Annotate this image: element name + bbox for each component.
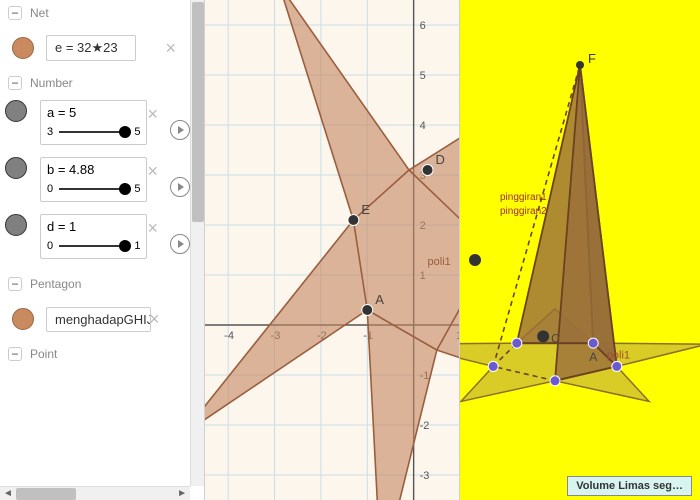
slider-value-box[interactable]: d = 1 0 1 — [40, 214, 147, 259]
arrow-right-icon[interactable]: ► — [177, 488, 187, 499]
color-swatch[interactable] — [5, 100, 27, 122]
close-icon[interactable]: × — [147, 218, 158, 239]
slider-value-box[interactable]: a = 5 3 5 — [40, 100, 147, 145]
collapse-icon: − — [8, 277, 22, 291]
close-icon[interactable]: × — [149, 309, 160, 330]
svg-text:4: 4 — [420, 120, 426, 132]
svg-text:pinggiran1: pinggiran1 — [500, 192, 547, 203]
slider-max: 5 — [134, 183, 140, 195]
color-swatch[interactable] — [12, 308, 34, 330]
section-number[interactable]: − Number — [0, 70, 190, 96]
slider-expression: d = 1 — [47, 219, 140, 234]
section-label: Point — [30, 347, 57, 361]
color-swatch[interactable] — [5, 214, 27, 236]
scrollbar-thumb[interactable] — [16, 488, 76, 500]
section-label: Number — [30, 76, 73, 90]
slider-min: 0 — [47, 240, 53, 252]
color-swatch[interactable] — [5, 157, 27, 179]
slider-expression: b = 4.88 — [47, 162, 140, 177]
vertical-scrollbar[interactable] — [190, 0, 204, 486]
graph-2d-svg: -4-3-2-11-3-2-1123456AEDpoli1 — [205, 0, 460, 500]
svg-text:-4: -4 — [224, 330, 234, 342]
slider-min: 3 — [47, 126, 53, 138]
slider-min: 0 — [47, 183, 53, 195]
slider-row: d = 1 0 1 × — [0, 214, 190, 259]
svg-text:poli1: poli1 — [607, 349, 630, 361]
pentagon-expression[interactable]: menghadapGHIJK = — [46, 307, 151, 332]
horizontal-scrollbar[interactable]: ◄ ► — [0, 486, 190, 500]
net-item-row[interactable]: e = 32★23 × — [0, 26, 190, 70]
section-label: Net — [30, 6, 49, 20]
collapse-icon: − — [8, 6, 22, 20]
slider-row: a = 5 3 5 × — [0, 100, 190, 145]
play-button[interactable] — [170, 120, 190, 140]
slider-track[interactable] — [59, 238, 128, 254]
svg-text:-3: -3 — [420, 470, 430, 482]
color-swatch[interactable] — [12, 37, 34, 59]
play-button[interactable] — [170, 234, 190, 254]
close-icon[interactable]: × — [147, 104, 158, 125]
slider-max: 1 — [134, 240, 140, 252]
collapse-icon: − — [8, 76, 22, 90]
app-root: − Net e = 32★23 × − Number a = 5 3 — [0, 0, 700, 500]
svg-text:C: C — [551, 331, 560, 345]
pentagon-item-row[interactable]: menghadapGHIJK = × — [0, 297, 190, 341]
close-icon[interactable]: × — [165, 38, 176, 59]
svg-text:D: D — [436, 152, 445, 167]
svg-text:pinggiran2: pinggiran2 — [500, 206, 547, 217]
svg-text:A: A — [589, 350, 597, 364]
net-expression[interactable]: e = 32★23 — [46, 35, 136, 61]
slider-max: 5 — [134, 126, 140, 138]
slider-thumb[interactable] — [119, 240, 131, 252]
section-pentagon[interactable]: − Pentagon — [0, 271, 190, 297]
slider-track[interactable] — [59, 124, 128, 140]
collapse-icon: − — [8, 347, 22, 361]
section-net[interactable]: − Net — [0, 0, 190, 26]
slider-thumb[interactable] — [119, 126, 131, 138]
slider-thumb[interactable] — [119, 183, 131, 195]
volume-label: Volume Limas seg… — [567, 476, 692, 496]
close-icon[interactable]: × — [147, 161, 158, 182]
svg-text:E: E — [361, 202, 370, 217]
svg-text:poli1: poli1 — [428, 256, 451, 268]
slider-row: b = 4.88 0 5 × — [0, 157, 190, 202]
algebra-sidebar: − Net e = 32★23 × − Number a = 5 3 — [0, 0, 205, 500]
graph-3d-svg: F A Cpinggiran1 pinggiran2 poli1 — [460, 0, 700, 500]
slider-expression: a = 5 — [47, 105, 140, 120]
scrollbar-thumb[interactable] — [192, 2, 204, 222]
slider-value-box[interactable]: b = 4.88 0 5 — [40, 157, 147, 202]
play-button[interactable] — [170, 177, 190, 197]
graphics-2d-view[interactable]: -4-3-2-11-3-2-1123456AEDpoli1 — [205, 0, 460, 500]
svg-text:A: A — [375, 292, 384, 307]
svg-text:6: 6 — [420, 20, 426, 32]
section-label: Pentagon — [30, 277, 81, 291]
arrow-left-icon[interactable]: ◄ — [3, 488, 13, 499]
svg-text:-2: -2 — [420, 420, 430, 432]
section-point[interactable]: − Point — [0, 341, 190, 367]
slider-track[interactable] — [59, 181, 128, 197]
graphics-3d-view[interactable]: F A Cpinggiran1 pinggiran2 poli1 Volume Lima… — [460, 0, 700, 500]
svg-text:F: F — [588, 51, 596, 66]
svg-text:5: 5 — [420, 70, 426, 82]
